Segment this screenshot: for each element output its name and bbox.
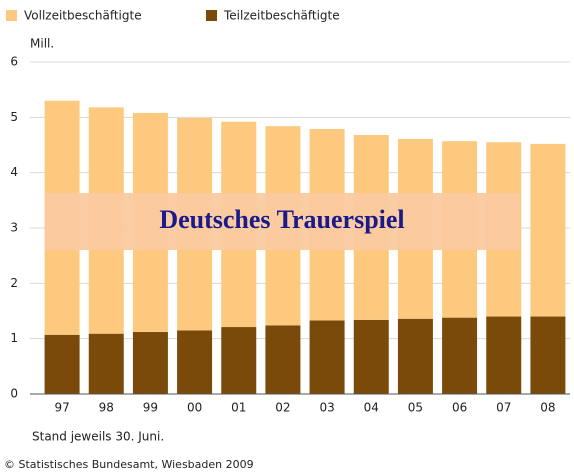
y-axis-label: Mill. [30,37,54,51]
x-tick-label: 05 [408,401,423,415]
x-tick-label: 04 [364,401,379,415]
y-tick-label: 6 [10,55,18,69]
y-tick-label: 4 [10,165,18,179]
y-tick-label: 2 [10,276,18,290]
x-tick-label: 02 [275,401,290,415]
y-tick-label: 1 [10,331,18,345]
bar-segment [132,332,168,394]
annotation-box [45,193,520,250]
bar-segment [309,320,345,394]
x-tick-label: 98 [99,401,114,415]
y-tick-label: 5 [10,110,18,124]
bar-segment [530,143,566,317]
bar-segment [88,333,124,394]
annotation: Deutsches Trauerspiel [159,205,404,234]
bar-segment [44,334,80,394]
x-tick-label: 01 [231,401,246,415]
x-tick-label: 97 [54,401,69,415]
bar-segment [486,316,522,394]
bar-segment [265,325,301,394]
y-tick-label: 0 [10,387,18,401]
bar-segment [353,319,389,394]
x-tick-label: 07 [496,401,511,415]
x-tick-label: 03 [319,401,334,415]
bar-segment [221,327,257,394]
bar-segment [397,318,433,394]
bar-segment [177,330,213,394]
legend-label: Vollzeitbeschäftigte [24,9,142,23]
source: © Statistisches Bundesamt, Wiesbaden 200… [4,458,254,471]
bar-segment [442,317,478,394]
x-tick-label: 06 [452,401,467,415]
legend-label: Teilzeitbeschäftigte [223,9,340,23]
legend-swatch [206,10,217,21]
bar-segment [530,316,566,394]
legend-swatch [6,10,17,21]
x-tick-label: 00 [187,401,202,415]
x-tick-label: 08 [540,401,555,415]
x-tick-label: 99 [143,401,158,415]
note: Stand jeweils 30. Juni. [32,430,164,444]
y-tick-label: 3 [10,221,18,235]
